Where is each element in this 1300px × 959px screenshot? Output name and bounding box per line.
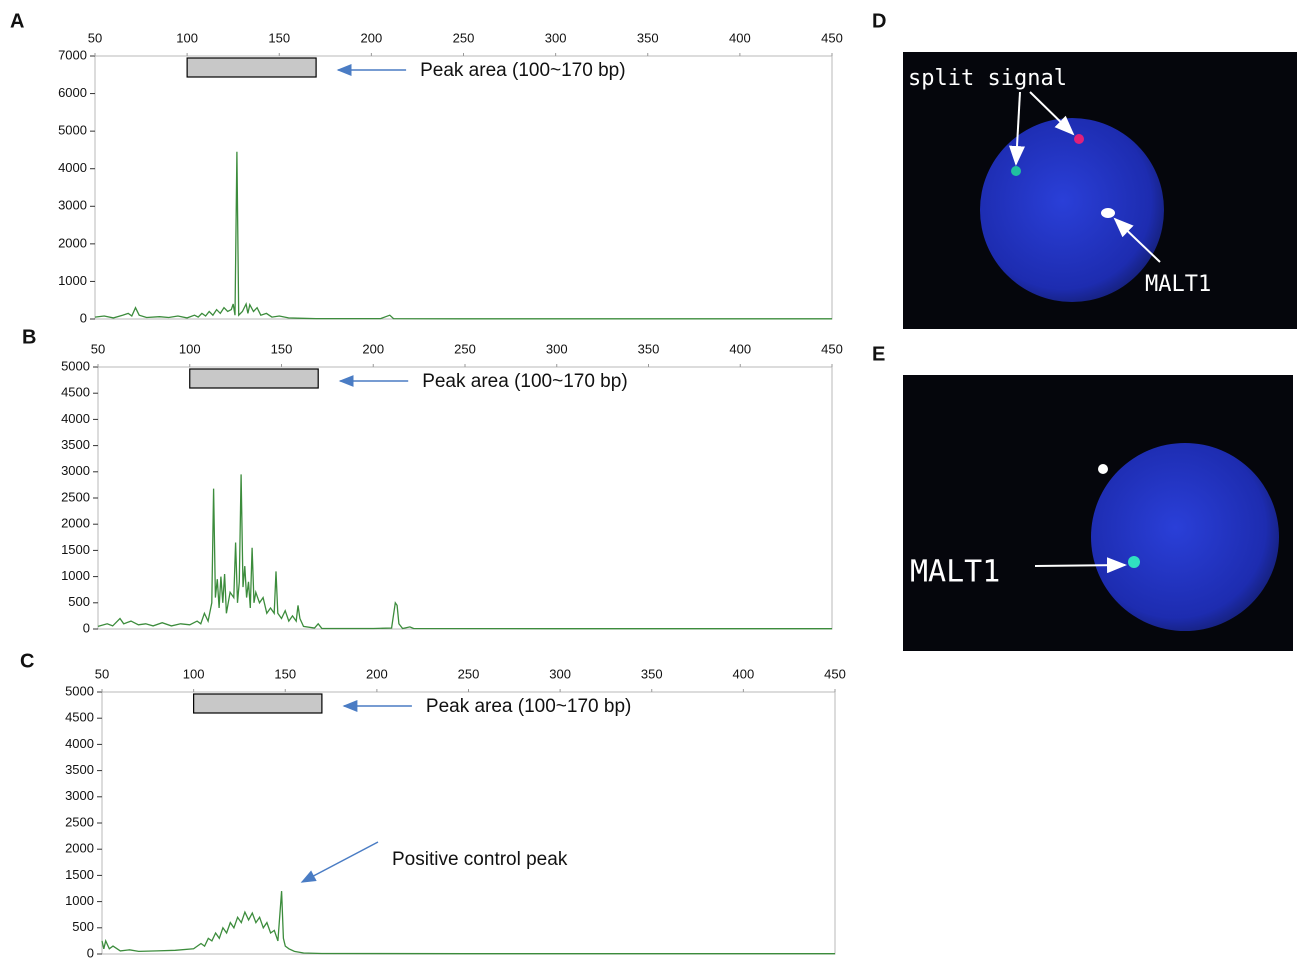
x-tick-label: 350	[641, 666, 663, 681]
peak-area-box	[194, 694, 322, 713]
y-tick-label: 5000	[61, 358, 90, 373]
x-tick-label: 150	[268, 30, 290, 45]
x-tick-label: 250	[458, 666, 480, 681]
x-tick-label: 250	[454, 341, 476, 356]
x-tick-label: 300	[546, 341, 568, 356]
y-tick-label: 3000	[65, 788, 94, 803]
annotation: Positive control peak	[392, 849, 568, 870]
image-e: MALT1	[903, 375, 1293, 651]
annotation: Peak area (100~170 bp)	[426, 696, 631, 717]
y-tick-label: 1000	[65, 893, 94, 908]
x-tick-label: 150	[271, 341, 293, 356]
y-tick-label: 1500	[65, 867, 94, 882]
image-annotation: split signal	[908, 66, 1067, 91]
x-tick-label: 300	[549, 666, 571, 681]
y-tick-label: 4500	[61, 385, 90, 400]
y-tick-label: 6000	[58, 85, 87, 100]
y-tick-label: 1500	[61, 542, 90, 557]
image-annotation: MALT1	[910, 555, 1000, 590]
x-tick-label: 100	[183, 666, 205, 681]
y-tick-label: 3000	[58, 198, 87, 213]
y-tick-label: 3500	[65, 762, 94, 777]
y-tick-label: 4500	[65, 710, 94, 725]
x-tick-label: 400	[729, 341, 751, 356]
panel-label: A	[10, 10, 24, 32]
x-tick-label: 450	[821, 341, 843, 356]
y-tick-label: 500	[68, 594, 90, 609]
annotation-arrow	[302, 842, 378, 882]
y-tick-label: 500	[72, 919, 94, 934]
x-tick-label: 150	[274, 666, 296, 681]
y-tick-label: 2000	[65, 841, 94, 856]
peak-area-box	[190, 369, 318, 388]
plot-frame	[95, 56, 832, 319]
image-d: split signal MALT1	[903, 52, 1297, 329]
x-tick-label: 50	[91, 341, 105, 356]
y-tick-label: 1000	[61, 568, 90, 583]
y-tick-label: 4000	[61, 411, 90, 426]
y-tick-label: 0	[80, 310, 87, 325]
annotation: Peak area (100~170 bp)	[420, 60, 625, 81]
plot-frame	[102, 692, 835, 954]
trace	[102, 891, 835, 954]
x-tick-label: 350	[638, 341, 660, 356]
plot-frame	[98, 367, 832, 629]
y-tick-label: 0	[87, 945, 94, 959]
y-tick-label: 3000	[61, 463, 90, 478]
y-tick-label: 2000	[61, 516, 90, 531]
x-tick-label: 200	[362, 341, 384, 356]
y-tick-label: 0	[83, 620, 90, 635]
y-tick-label: 4000	[65, 736, 94, 751]
trace	[98, 474, 832, 628]
x-tick-label: 100	[179, 341, 201, 356]
y-tick-label: 3500	[61, 437, 90, 452]
y-tick-label: 4000	[58, 160, 87, 175]
x-tick-label: 50	[95, 666, 109, 681]
x-tick-label: 450	[824, 666, 846, 681]
x-tick-label: 200	[366, 666, 388, 681]
x-tick-label: 100	[176, 30, 198, 45]
panel-label: D	[872, 10, 886, 32]
y-tick-label: 2500	[65, 814, 94, 829]
y-tick-label: 1000	[58, 273, 87, 288]
annotation: Peak area (100~170 bp)	[422, 371, 627, 392]
y-tick-label: 5000	[65, 683, 94, 698]
x-tick-label: 200	[361, 30, 383, 45]
x-tick-label: 400	[733, 666, 755, 681]
y-tick-label: 2500	[61, 489, 90, 504]
x-tick-label: 400	[729, 30, 751, 45]
x-tick-label: 300	[545, 30, 567, 45]
x-tick-label: 50	[88, 30, 102, 45]
panel-label: B	[22, 326, 36, 348]
peak-area-box	[187, 58, 316, 77]
panel-label: E	[872, 343, 885, 365]
panel-label: C	[20, 650, 34, 672]
x-tick-label: 350	[637, 30, 659, 45]
x-tick-label: 250	[453, 30, 475, 45]
y-tick-label: 2000	[58, 235, 87, 250]
y-tick-label: 5000	[58, 123, 87, 138]
y-tick-label: 7000	[58, 47, 87, 62]
image-annotation: MALT1	[1145, 272, 1211, 297]
x-tick-label: 450	[821, 30, 843, 45]
trace	[95, 152, 832, 319]
figure: split signal MALT1 D MALT1 E A0100020003…	[0, 0, 1300, 959]
